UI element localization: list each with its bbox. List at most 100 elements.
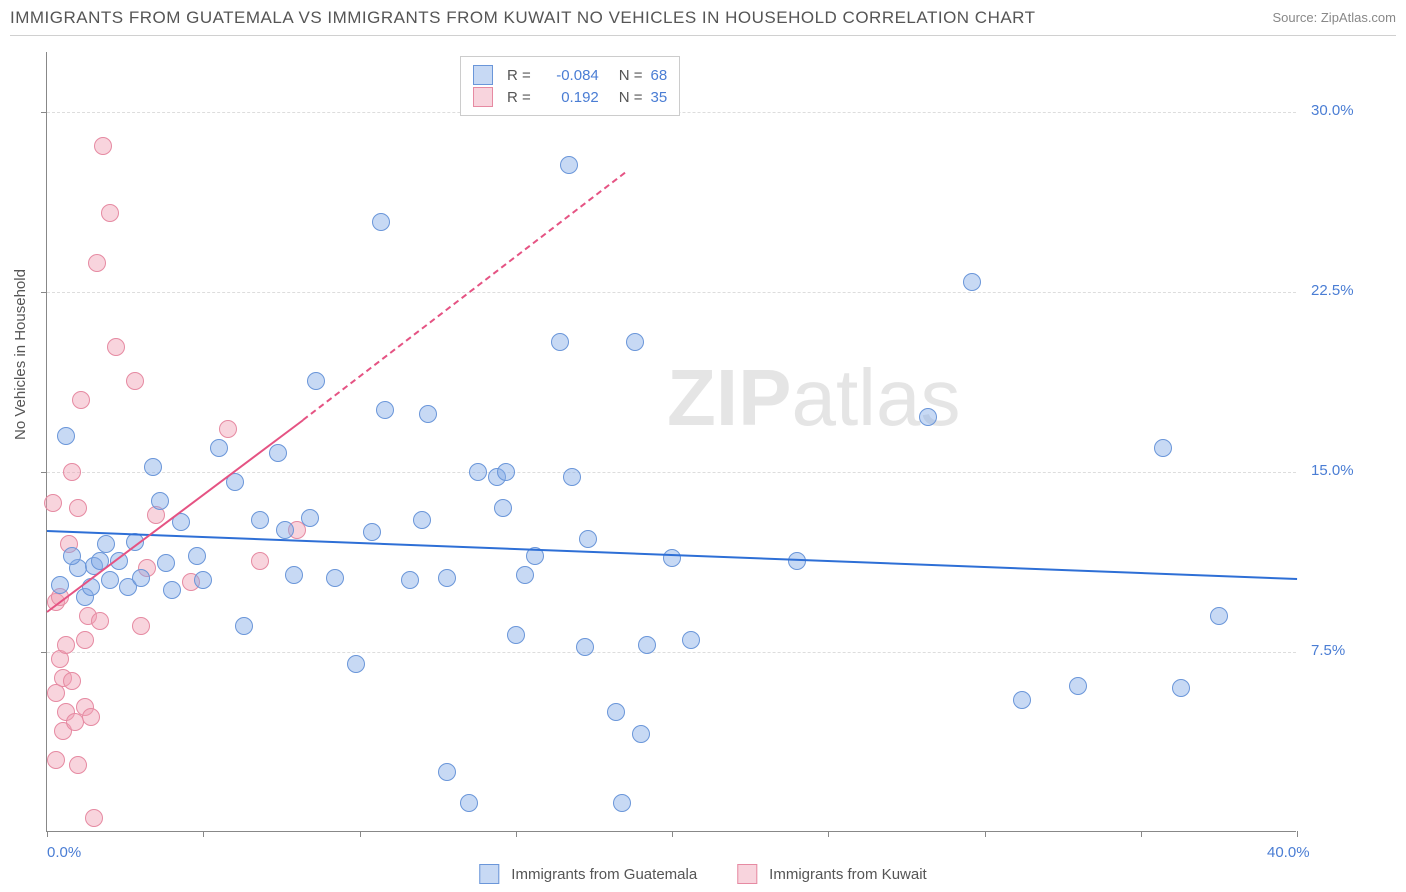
x-tick-label: 0.0% <box>47 844 81 861</box>
scatter-point-a <box>632 725 650 743</box>
chart-container: IMMIGRANTS FROM GUATEMALA VS IMMIGRANTS … <box>0 0 1406 892</box>
scatter-point-b <box>44 494 62 512</box>
regression-line-a <box>47 530 1297 580</box>
scatter-point-a <box>1013 691 1031 709</box>
scatter-point-a <box>151 492 169 510</box>
scatter-point-a <box>326 569 344 587</box>
scatter-point-b <box>101 204 119 222</box>
scatter-point-a <box>919 408 937 426</box>
scatter-point-a <box>269 444 287 462</box>
scatter-point-a <box>560 156 578 174</box>
scatter-point-a <box>438 569 456 587</box>
scatter-point-a <box>576 638 594 656</box>
legend-row: R =-0.084N =68 <box>473 65 667 85</box>
scatter-point-a <box>301 509 319 527</box>
legend-swatch-icon <box>473 87 493 107</box>
source-label: Source: ZipAtlas.com <box>1272 10 1396 25</box>
scatter-point-a <box>82 578 100 596</box>
chart-title: IMMIGRANTS FROM GUATEMALA VS IMMIGRANTS … <box>10 8 1036 27</box>
scatter-point-a <box>563 468 581 486</box>
scatter-point-b <box>47 751 65 769</box>
scatter-point-b <box>251 552 269 570</box>
scatter-point-a <box>63 547 81 565</box>
scatter-point-a <box>276 521 294 539</box>
x-tick-label: 40.0% <box>1267 844 1310 861</box>
scatter-point-b <box>69 499 87 517</box>
legend-swatch-icon <box>473 65 493 85</box>
gridline-h <box>47 652 1296 653</box>
regression-line-b-dashed <box>303 172 626 421</box>
scatter-point-a <box>210 439 228 457</box>
plot-area: ZIPatlas 7.5%15.0%22.5%30.0%0.0%40.0% <box>46 52 1296 832</box>
scatter-point-a <box>1172 679 1190 697</box>
legend-swatch-icon <box>737 864 757 884</box>
scatter-point-a <box>347 655 365 673</box>
scatter-point-a <box>663 549 681 567</box>
scatter-point-a <box>376 401 394 419</box>
scatter-point-a <box>188 547 206 565</box>
legend-item: Immigrants from Guatemala <box>479 864 697 884</box>
scatter-point-a <box>235 617 253 635</box>
scatter-point-a <box>1069 677 1087 695</box>
scatter-point-a <box>1154 439 1172 457</box>
scatter-point-a <box>607 703 625 721</box>
scatter-point-b <box>132 617 150 635</box>
scatter-point-b <box>85 809 103 827</box>
y-tick-label: 30.0% <box>1311 102 1391 119</box>
scatter-point-a <box>497 463 515 481</box>
scatter-point-a <box>194 571 212 589</box>
scatter-point-b <box>72 391 90 409</box>
scatter-point-a <box>157 554 175 572</box>
scatter-point-a <box>285 566 303 584</box>
scatter-point-b <box>94 137 112 155</box>
legend-row: R =0.192N =35 <box>473 87 667 107</box>
scatter-point-a <box>507 626 525 644</box>
scatter-point-a <box>1210 607 1228 625</box>
scatter-point-a <box>438 763 456 781</box>
scatter-point-a <box>363 523 381 541</box>
scatter-point-a <box>494 499 512 517</box>
scatter-point-a <box>372 213 390 231</box>
scatter-point-a <box>613 794 631 812</box>
watermark: ZIPatlas <box>667 352 960 444</box>
scatter-point-b <box>63 672 81 690</box>
scatter-point-a <box>251 511 269 529</box>
scatter-point-a <box>132 569 150 587</box>
y-axis-title: No Vehicles in Household <box>12 269 29 440</box>
scatter-point-a <box>551 333 569 351</box>
scatter-point-b <box>82 708 100 726</box>
scatter-point-a <box>579 530 597 548</box>
legend-correlation: R =-0.084N =68R =0.192N =35 <box>460 56 680 116</box>
scatter-point-a <box>460 794 478 812</box>
scatter-point-a <box>101 571 119 589</box>
scatter-point-b <box>88 254 106 272</box>
legend-swatch-icon <box>479 864 499 884</box>
scatter-point-b <box>63 463 81 481</box>
scatter-point-a <box>626 333 644 351</box>
scatter-point-b <box>91 612 109 630</box>
title-bar: IMMIGRANTS FROM GUATEMALA VS IMMIGRANTS … <box>10 8 1396 36</box>
scatter-point-a <box>638 636 656 654</box>
y-tick-label: 7.5% <box>1311 642 1391 659</box>
scatter-point-b <box>69 756 87 774</box>
scatter-point-a <box>516 566 534 584</box>
scatter-point-b <box>76 631 94 649</box>
y-tick-label: 15.0% <box>1311 462 1391 479</box>
scatter-point-a <box>307 372 325 390</box>
scatter-point-a <box>413 511 431 529</box>
gridline-h <box>47 292 1296 293</box>
scatter-point-a <box>163 581 181 599</box>
scatter-point-a <box>469 463 487 481</box>
scatter-point-b <box>126 372 144 390</box>
legend-series: Immigrants from GuatemalaImmigrants from… <box>479 864 926 884</box>
scatter-point-a <box>401 571 419 589</box>
scatter-point-a <box>144 458 162 476</box>
scatter-point-b <box>107 338 125 356</box>
scatter-point-b <box>219 420 237 438</box>
scatter-point-a <box>57 427 75 445</box>
y-tick-label: 22.5% <box>1311 282 1391 299</box>
scatter-point-a <box>963 273 981 291</box>
scatter-point-a <box>51 576 69 594</box>
scatter-point-a <box>97 535 115 553</box>
scatter-point-a <box>419 405 437 423</box>
